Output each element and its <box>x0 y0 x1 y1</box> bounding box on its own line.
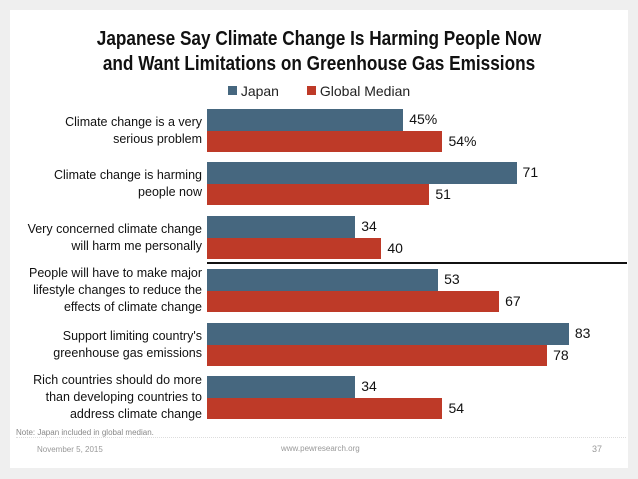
data-label-japan: 71 <box>522 164 539 180</box>
category-label-line: Climate change is a very <box>65 114 202 129</box>
bar-japan <box>207 376 356 398</box>
bar-global-median <box>207 130 443 152</box>
bar-global-median <box>207 397 443 419</box>
category-label: Climate change is a very serious problem <box>0 114 202 148</box>
category-label-line: Rich countries should do more <box>33 373 202 387</box>
category-label-line: greenhouse gas emissions <box>53 345 202 360</box>
chart-title-line-1: Japanese Say Climate Change Is Harming P… <box>96 28 542 50</box>
footer-url[interactable]: www.pewresearch.org <box>281 444 360 453</box>
bar-japan <box>207 269 439 291</box>
data-label-japan: 34 <box>361 218 377 234</box>
data-label-global-median: 54% <box>448 132 477 149</box>
data-label-global-median: 67 <box>505 292 521 309</box>
data-label-global-median: 51 <box>435 185 451 202</box>
category-label-line: effects of climate change <box>63 300 202 314</box>
category-label: Rich countries should do more than develo… <box>0 372 202 423</box>
footer-divider <box>16 437 626 438</box>
bar-global-median <box>207 344 548 366</box>
data-label-japan: 45% <box>409 111 438 127</box>
category-label: Very concerned climate change will harm m… <box>0 221 202 255</box>
data-label-global-median: 40 <box>387 239 403 256</box>
chart-title: Japanese Say Climate Change Is Harming P… <box>45 27 594 77</box>
category-label-line: Very concerned climate change <box>27 221 202 236</box>
bar-global-median <box>207 183 430 205</box>
legend-item-global-median: Global Median <box>306 82 411 99</box>
bar-japan <box>207 162 517 184</box>
data-label-japan: 34 <box>361 378 377 394</box>
data-label-japan: 83 <box>574 325 591 341</box>
category-label-line: Climate change is harming <box>54 167 202 182</box>
bar-global-median <box>207 237 382 259</box>
legend-label-japan: Japan <box>240 82 279 99</box>
category-label: People will have to make major lifestyle … <box>0 265 202 316</box>
category-label-line: serious problem <box>113 131 202 146</box>
footer-date: November 5, 2015 <box>37 445 103 454</box>
data-label-global-median: 78 <box>553 346 569 363</box>
legend-swatch-global-median <box>306 86 316 95</box>
legend: Japan Global Median <box>0 82 638 99</box>
bar-japan <box>207 216 356 238</box>
category-label-line: lifestyle changes to reduce the <box>33 283 202 297</box>
page-number: 37 <box>592 444 603 454</box>
legend-item-japan: Japan <box>227 82 279 99</box>
data-label-global-median: 54 <box>448 399 465 416</box>
category-label-line: Support limiting country's <box>62 328 202 343</box>
category-label-line: address climate change <box>69 407 202 421</box>
bar-japan <box>207 109 404 131</box>
chart-title-line-2: and Want Limitations on Greenhouse Gas E… <box>102 53 536 75</box>
data-label-japan: 53 <box>444 271 460 287</box>
bar-global-median <box>207 290 500 312</box>
category-label-line: than developing countries to <box>45 390 202 404</box>
legend-label-global-median: Global Median <box>319 82 411 99</box>
category-label: Support limiting country's greenhouse gas… <box>0 328 202 362</box>
category-label-line: will harm me personally <box>71 238 202 253</box>
section-divider <box>207 262 627 264</box>
category-label-line: people now <box>138 184 202 199</box>
chart-note: Note: Japan included in global median. <box>16 428 154 437</box>
bar-japan <box>207 323 569 345</box>
category-label-line: People will have to make major <box>29 266 202 280</box>
category-label: Climate change is harming people now <box>0 167 202 201</box>
legend-swatch-japan <box>227 86 237 95</box>
